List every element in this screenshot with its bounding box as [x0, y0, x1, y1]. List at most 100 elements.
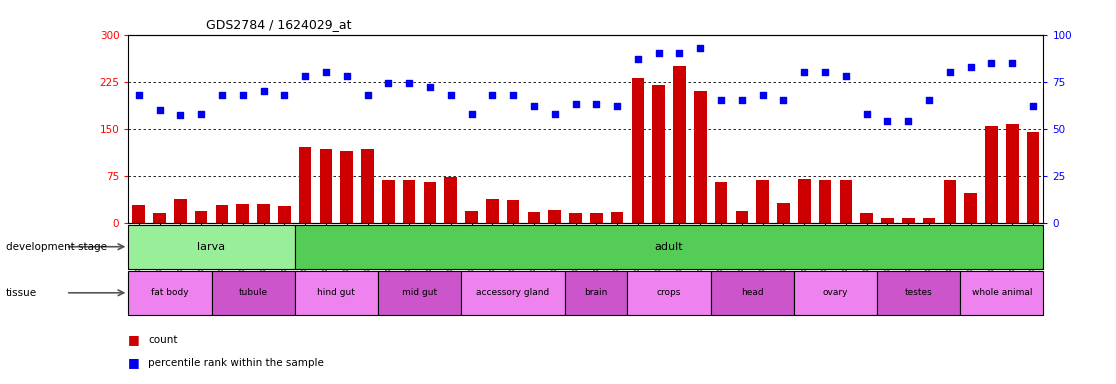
Point — [151, 107, 169, 113]
Point — [920, 98, 937, 104]
Point — [567, 101, 585, 107]
Bar — [735, 212, 748, 223]
Text: whole animal: whole animal — [972, 288, 1032, 297]
Bar — [694, 91, 706, 223]
Point — [483, 92, 501, 98]
Point — [608, 103, 626, 109]
Bar — [548, 210, 561, 223]
Text: hind gut: hind gut — [317, 288, 355, 297]
Point — [753, 92, 771, 98]
Point — [192, 111, 210, 117]
Bar — [507, 200, 519, 223]
Bar — [819, 180, 831, 223]
Point — [712, 98, 730, 104]
Point — [338, 73, 356, 79]
Bar — [278, 206, 290, 223]
Bar — [777, 203, 790, 223]
Bar — [295, 225, 1043, 269]
Text: GDS2784 / 1624029_at: GDS2784 / 1624029_at — [206, 18, 352, 31]
Point — [837, 73, 855, 79]
Point — [671, 50, 689, 56]
Bar — [923, 218, 935, 223]
Point — [692, 45, 710, 51]
Point — [504, 92, 522, 98]
Text: tubule: tubule — [239, 288, 268, 297]
Point — [379, 80, 397, 86]
Text: ■: ■ — [128, 356, 141, 369]
Point — [254, 88, 272, 94]
Point — [650, 50, 667, 56]
Text: tissue: tissue — [6, 288, 37, 298]
Bar — [128, 225, 295, 269]
Text: accessory gland: accessory gland — [477, 288, 550, 297]
Bar — [403, 180, 415, 223]
Bar — [793, 271, 877, 315]
Point — [317, 69, 335, 75]
Text: adult: adult — [655, 242, 683, 252]
Text: count: count — [148, 335, 177, 345]
Text: mid gut: mid gut — [402, 288, 437, 297]
Text: brain: brain — [585, 288, 608, 297]
Bar — [128, 271, 212, 315]
Bar — [174, 199, 186, 223]
Bar — [610, 212, 624, 223]
Text: ovary: ovary — [822, 288, 848, 297]
Bar — [237, 204, 249, 223]
Bar — [711, 271, 793, 315]
Bar — [382, 180, 395, 223]
Bar — [902, 218, 914, 223]
Bar — [673, 66, 685, 223]
Text: head: head — [741, 288, 763, 297]
Text: percentile rank within the sample: percentile rank within the sample — [148, 358, 325, 368]
Point — [546, 111, 564, 117]
Point — [421, 84, 439, 90]
Point — [401, 80, 418, 86]
Point — [796, 69, 814, 75]
Bar — [715, 182, 728, 223]
Bar — [839, 180, 853, 223]
Point — [629, 56, 647, 62]
Point — [941, 69, 959, 75]
Bar — [798, 179, 810, 223]
Bar — [378, 271, 461, 315]
Text: development stage: development stage — [6, 242, 107, 252]
Point — [129, 92, 147, 98]
Bar — [565, 271, 627, 315]
Point — [962, 63, 980, 70]
Bar — [632, 78, 644, 223]
Bar — [882, 218, 894, 223]
Point — [878, 118, 896, 124]
Point — [296, 73, 314, 79]
Bar — [569, 214, 581, 223]
Bar — [362, 149, 374, 223]
Point — [733, 98, 751, 104]
Bar — [340, 151, 353, 223]
Point — [276, 92, 294, 98]
Point — [358, 92, 376, 98]
Bar — [964, 193, 976, 223]
Bar — [944, 180, 956, 223]
Bar — [133, 205, 145, 223]
Point — [1003, 60, 1021, 66]
Bar — [295, 271, 378, 315]
Point — [172, 113, 190, 119]
Bar — [465, 212, 478, 223]
Bar — [487, 199, 499, 223]
Text: larva: larva — [198, 242, 225, 252]
Bar — [590, 214, 603, 223]
Bar — [212, 271, 295, 315]
Point — [463, 111, 481, 117]
Point — [525, 103, 542, 109]
Point — [213, 92, 231, 98]
Bar — [757, 180, 769, 223]
Bar — [877, 271, 960, 315]
Bar — [299, 147, 311, 223]
Point — [858, 111, 876, 117]
Point — [587, 101, 605, 107]
Bar — [195, 212, 208, 223]
Bar — [960, 271, 1043, 315]
Bar — [153, 214, 166, 223]
Text: fat body: fat body — [151, 288, 189, 297]
Point — [982, 60, 1000, 66]
Bar — [653, 85, 665, 223]
